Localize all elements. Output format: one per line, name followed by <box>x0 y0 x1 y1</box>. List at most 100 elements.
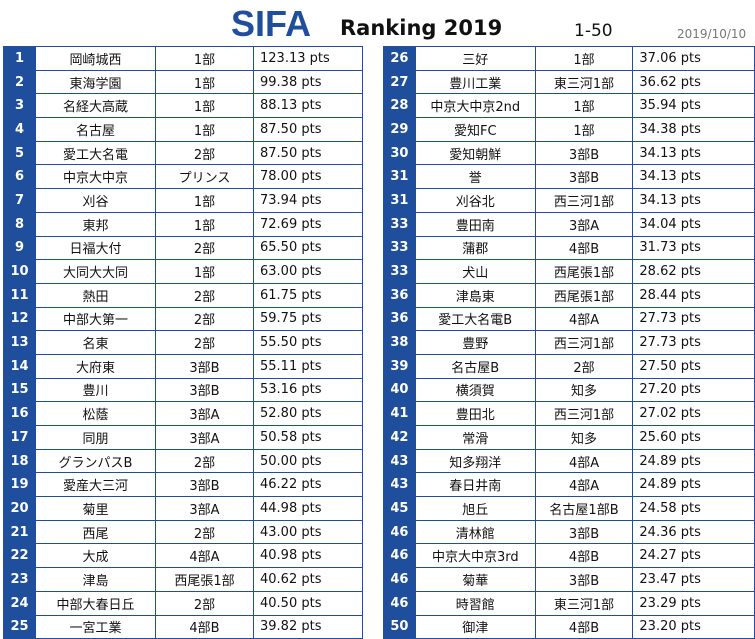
team-cell: 名東 <box>35 330 156 355</box>
ranking-row: 16 松蔭 3部A 52.80 pts <box>3 401 363 426</box>
ranking-row: 9 日福大付 2部 65.50 pts <box>3 235 363 261</box>
ranking-row: 41 豊田北 西三河1部 27.02 pts <box>383 401 755 426</box>
rank-cell: 38 <box>383 330 416 355</box>
ranking-row: 22 大成 4部A 40.98 pts <box>3 543 363 569</box>
division-cell: 3部B <box>155 377 254 403</box>
ranking-table-left: 1 岡崎城西 1部 123.13 pts 2 東海学園 1部 99.38 pts 3 名経大高蔵 1… <box>3 46 363 639</box>
points-cell: 55.11 pts <box>253 353 363 379</box>
division-cell: 西三河1部 <box>534 330 634 355</box>
points-cell: 27.73 pts <box>632 330 755 355</box>
sifa-logo: SIFA <box>231 3 312 44</box>
division-cell: 3部B <box>534 140 634 166</box>
points-cell: 46.22 pts <box>253 472 363 498</box>
division-cell: 東三河1部 <box>534 590 634 616</box>
ranking-row: 10 大同大大同 1部 63.00 pts <box>3 259 363 284</box>
division-cell: 3部B <box>155 472 254 498</box>
division-cell: 3部A <box>155 401 254 426</box>
division-cell: 4部A <box>155 543 254 569</box>
team-cell: 豊川 <box>35 377 156 403</box>
division-cell: 西尾張1部 <box>534 282 634 308</box>
ranking-row: 45 旭丘 名古屋1部B 24.58 pts <box>383 496 755 521</box>
team-cell: 菊華 <box>414 567 536 592</box>
ranking-row: 12 中部大第一 2部 59.75 pts <box>3 306 363 332</box>
ranking-row: 46 菊華 3部B 23.47 pts <box>383 567 755 592</box>
rank-cell: 26 <box>383 46 416 71</box>
division-cell: 2部 <box>155 590 254 616</box>
points-cell: 23.47 pts <box>632 567 755 592</box>
team-cell: 清林館 <box>414 519 536 545</box>
rank-cell: 36 <box>383 306 416 332</box>
rank-cell: 31 <box>383 164 416 190</box>
header: SIFA Ranking 2019 1-50 2019/10/10 <box>0 0 755 46</box>
rank-cell: 4 <box>3 117 36 142</box>
team-cell: 同朋 <box>35 425 156 450</box>
team-cell: 刈谷 <box>35 188 156 213</box>
team-cell: 豊川工業 <box>414 69 536 95</box>
ranking-row: 13 名東 2部 55.50 pts <box>3 330 363 355</box>
points-cell: 99.38 pts <box>253 69 363 95</box>
ranking-row: 42 常滑 知多 25.60 pts <box>383 425 755 450</box>
division-cell: 3部B <box>534 519 634 545</box>
ranking-row: 2 東海学園 1部 99.38 pts <box>3 69 363 95</box>
ranking-table-right: 26 三好 1部 37.06 pts 27 豊川工業 東三河1部 36.62 pts 28 中京大… <box>383 46 755 639</box>
division-cell: 東三河1部 <box>534 69 634 95</box>
rank-cell: 21 <box>3 519 36 545</box>
rank-range: 1-50 <box>574 21 613 41</box>
points-cell: 34.04 pts <box>632 211 755 237</box>
team-cell: 西尾 <box>35 519 156 545</box>
team-cell: 松蔭 <box>35 401 156 426</box>
division-cell: 3部A <box>155 496 254 521</box>
ranking-row: 17 同朋 3部A 50.58 pts <box>3 425 363 450</box>
rank-cell: 31 <box>383 188 416 213</box>
ranking-row: 31 刈谷北 西三河1部 34.13 pts <box>383 188 755 213</box>
division-cell: 2部 <box>155 235 254 261</box>
team-cell: 津島東 <box>414 282 536 308</box>
points-cell: 72.69 pts <box>253 211 363 237</box>
ranking-row: 18 グランパスB 2部 50.00 pts <box>3 448 363 474</box>
division-cell: 1部 <box>155 259 254 284</box>
rank-cell: 11 <box>3 282 36 308</box>
points-cell: 31.73 pts <box>632 235 755 261</box>
team-cell: 豊田北 <box>414 401 536 426</box>
rank-cell: 23 <box>3 567 36 592</box>
ranking-row: 38 豊野 西三河1部 27.73 pts <box>383 330 755 355</box>
points-cell: 43.00 pts <box>253 519 363 545</box>
ranking-date: 2019/10/10 <box>677 27 747 41</box>
team-cell: 一宮工業 <box>35 614 156 639</box>
points-cell: 44.98 pts <box>253 496 363 521</box>
division-cell: 4部B <box>534 543 634 569</box>
division-cell: 3部B <box>534 567 634 592</box>
rank-cell: 33 <box>383 211 416 237</box>
ranking-row: 6 中京大中京 プリンス 78.00 pts <box>3 164 363 190</box>
rank-cell: 40 <box>383 377 416 403</box>
points-cell: 73.94 pts <box>253 188 363 213</box>
division-cell: 2部 <box>534 353 634 379</box>
points-cell: 39.82 pts <box>253 614 363 639</box>
rank-cell: 28 <box>383 93 416 119</box>
division-cell: 1部 <box>155 93 254 119</box>
rank-cell: 24 <box>3 590 36 616</box>
points-cell: 24.58 pts <box>632 496 755 521</box>
team-cell: 知多翔洋 <box>414 448 536 474</box>
ranking-row: 50 御津 4部B 23.20 pts <box>383 614 755 639</box>
points-cell: 24.89 pts <box>632 448 755 474</box>
rank-cell: 6 <box>3 164 36 190</box>
team-cell: グランパスB <box>35 448 156 474</box>
rank-cell: 30 <box>383 140 416 166</box>
rank-cell: 18 <box>3 448 36 474</box>
rank-cell: 20 <box>3 496 36 521</box>
points-cell: 87.50 pts <box>253 117 363 142</box>
points-cell: 34.38 pts <box>632 117 755 142</box>
points-cell: 61.75 pts <box>253 282 363 308</box>
division-cell: 3部A <box>534 211 634 237</box>
ranking-row: 25 一宮工業 4部B 39.82 pts <box>3 614 363 639</box>
team-cell: 刈谷北 <box>414 188 536 213</box>
rank-cell: 13 <box>3 330 36 355</box>
team-cell: 時習館 <box>414 590 536 616</box>
ranking-row: 4 名古屋 1部 87.50 pts <box>3 117 363 142</box>
rank-cell: 33 <box>383 235 416 261</box>
rank-cell: 19 <box>3 472 36 498</box>
points-cell: 50.58 pts <box>253 425 363 450</box>
division-cell: 4部A <box>534 306 634 332</box>
ranking-row: 46 時習館 東三河1部 23.29 pts <box>383 590 755 616</box>
